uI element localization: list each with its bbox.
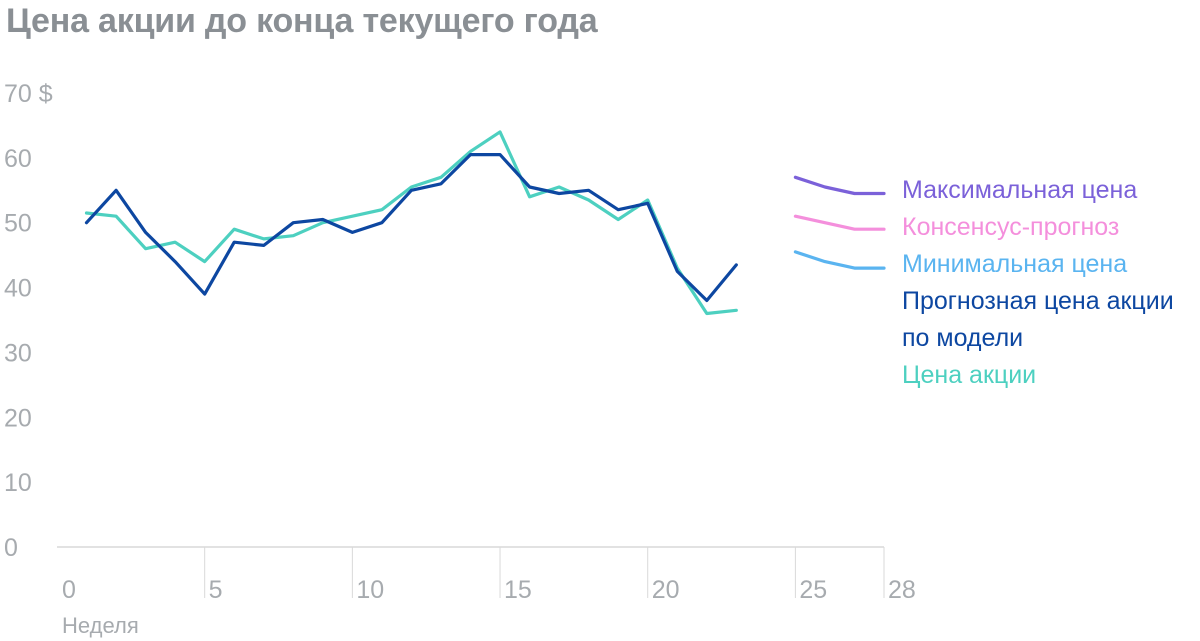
series-line (84, 130, 738, 316)
x-tick-label: 25 (799, 576, 827, 604)
series-line (793, 214, 886, 231)
series-line (793, 175, 886, 196)
y-tick-label: 20 (4, 404, 32, 432)
y-tick-label: 10 (4, 469, 32, 497)
series-line (84, 153, 738, 303)
x-axis-label: Неделя (62, 613, 139, 638)
x-tick-label: 20 (652, 576, 680, 604)
chart-legend: Максимальная цена Консенсус-прогноз Минима… (902, 172, 1174, 394)
y-tick-label: 70 $ (4, 80, 53, 108)
x-tick-label: 0 (62, 576, 76, 604)
series-line (793, 250, 886, 270)
x-tick-label: 15 (504, 576, 532, 604)
y-tick-label: 30 (4, 339, 32, 367)
chart-title: Цена акции до конца текущего года (6, 2, 598, 40)
y-tick-label: 60 (4, 145, 32, 173)
y-tick-label: 50 (4, 210, 32, 238)
legend-entry: Прогнозная цена акции (902, 287, 1174, 315)
x-tick-label: 5 (209, 576, 223, 604)
legend-entry: Цена акции (902, 361, 1037, 389)
legend-entry: Максимальная цена (902, 176, 1138, 204)
legend-entry: Консенсус-прогноз (902, 213, 1120, 241)
x-tick-label: 10 (356, 576, 384, 604)
legend-entry: по модели (902, 324, 1024, 352)
y-tick-label: 40 (4, 275, 32, 303)
y-tick-label: 0 (4, 534, 18, 562)
x-tick-label: 28 (888, 576, 916, 604)
legend-entry: Минимальная цена (902, 250, 1128, 278)
